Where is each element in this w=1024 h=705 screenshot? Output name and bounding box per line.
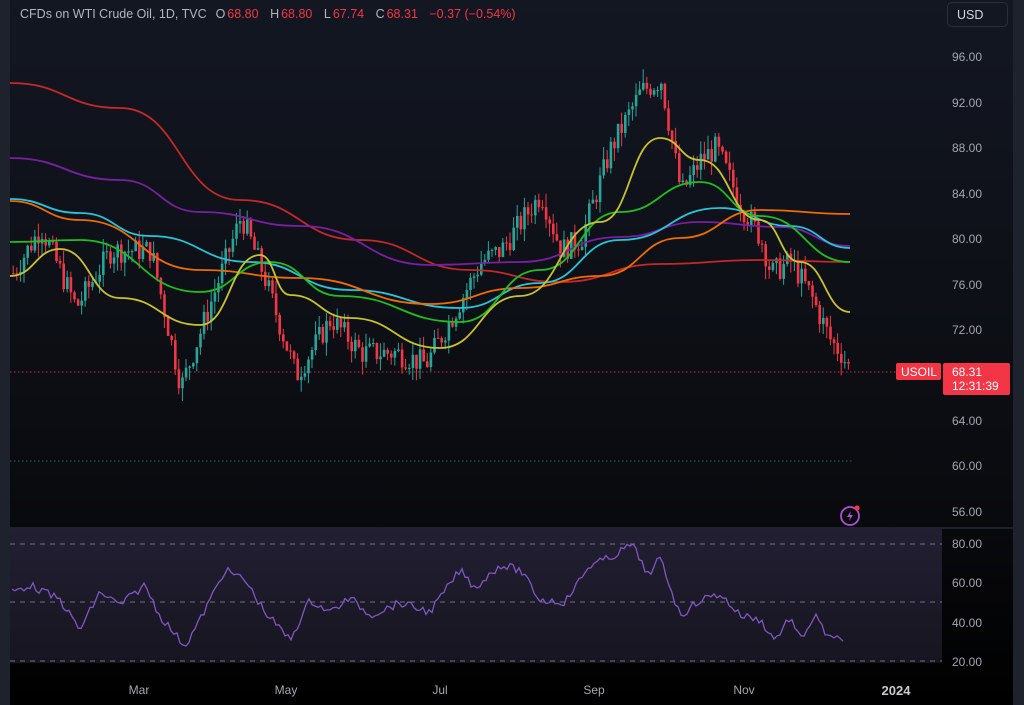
currency-button[interactable]: USD [947,2,1008,27]
high-value: 68.80 [281,7,313,21]
ma200-line [9,82,851,283]
time-tick: Jul [432,683,448,697]
price-tick: 80.00 [952,232,983,246]
left-border [0,0,10,705]
change-value: −0.37 (−0.54%) [429,7,516,21]
rsi-tick: 20.00 [952,655,983,669]
rsi-tick: 80.00 [952,537,983,551]
open-value: 68.80 [227,7,259,21]
bar-countdown: 12:31:39 [952,379,999,393]
right-border [1013,0,1024,705]
rsi-tick: 60.00 [952,576,983,590]
price-tick: 84.00 [952,187,983,201]
lightning-bolt-icon[interactable] [838,503,862,527]
symbol-title: CFDs on WTI Crude Oil, 1D, TVC [20,7,207,21]
price-tick: 64.00 [952,414,983,428]
rsi-tick: 40.00 [952,616,983,630]
price-tick: 56.00 [952,505,983,519]
ma50-line [9,198,851,309]
last-price: 68.31 [952,365,983,379]
ma100-line [9,157,851,266]
price-tick: 92.00 [952,96,983,110]
price-tick: 88.00 [952,141,983,155]
price-tick: 76.00 [952,278,983,292]
price-tick: 60.00 [952,459,983,473]
ma50b-line [9,200,851,305]
time-tick: Nov [733,683,755,697]
time-tick: May [274,683,298,697]
close-value: 68.31 [386,7,418,21]
ma20-line [9,137,851,349]
time-tick: Mar [128,683,150,697]
time-tick-year: 2024 [881,683,911,698]
time-tick: Sep [583,683,605,697]
pane-separator[interactable] [10,527,1013,529]
rsi-pane [10,529,942,663]
price-tick: 96.00 [952,50,983,64]
ma30-line [9,181,851,323]
price-tick: 72.00 [952,323,983,337]
symbol-price-tag: USOIL [896,363,941,380]
low-value: 67.74 [332,7,365,21]
last-price-tag: 68.31 12:31:39 [943,363,1010,395]
